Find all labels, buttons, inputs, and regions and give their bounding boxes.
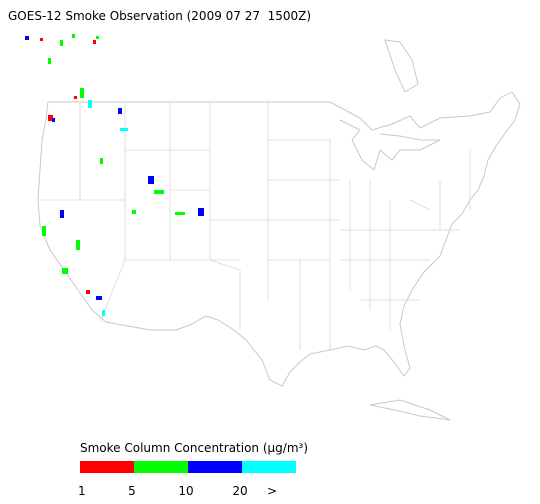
smoke-pixels: [25, 34, 204, 316]
legend-title: Smoke Column Concentration (μg/m³): [80, 441, 308, 455]
map: [25, 34, 521, 421]
colorbar-label: 10: [178, 484, 193, 498]
map-title: GOES-12 Smoke Observation (2009 07 27 15…: [8, 9, 311, 23]
canada-island: [384, 39, 419, 93]
colorbar-segment: [242, 461, 296, 473]
colorbar-segment: [188, 461, 242, 473]
colorbar-label: 5: [128, 484, 136, 498]
colorbar-label: >: [267, 484, 277, 498]
cuba: [369, 399, 451, 421]
great-lakes: [339, 119, 441, 171]
us-outline: [37, 91, 521, 387]
colorbar-label: 20: [232, 484, 247, 498]
colorbar-segment: [80, 461, 134, 473]
colorbar-label: 1: [78, 484, 86, 498]
colorbar-segment: [134, 461, 188, 473]
state-lines: [40, 102, 471, 350]
